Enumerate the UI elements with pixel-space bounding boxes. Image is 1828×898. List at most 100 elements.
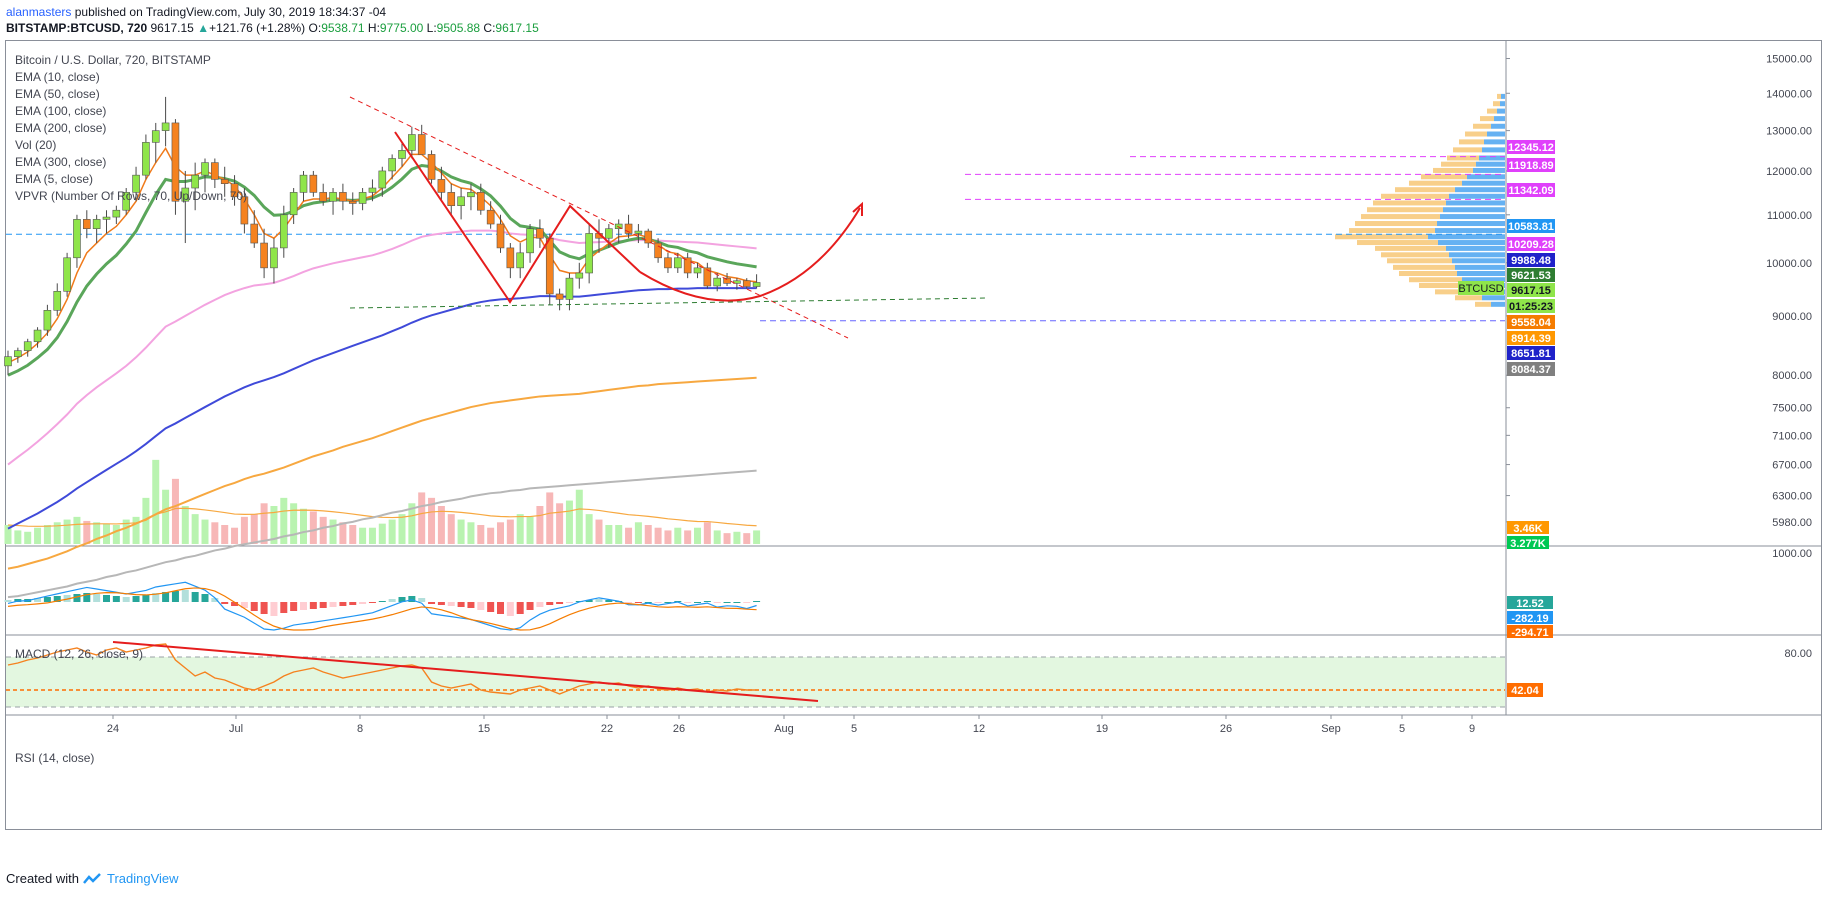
candle-body [142, 142, 150, 176]
macd-histogram-bar [240, 602, 248, 608]
macd-label: -294.71 [1511, 627, 1548, 639]
candle-body [565, 277, 574, 300]
volume-bar [93, 522, 101, 544]
price-label-bg [1507, 268, 1555, 282]
price-label: 8651.81 [1511, 348, 1551, 360]
candle-body [536, 228, 544, 239]
legend-ema200[interactable]: EMA (200, close) [15, 121, 107, 135]
macd-histogram-bar [516, 602, 524, 614]
legend-ema50[interactable]: EMA (50, close) [15, 87, 100, 101]
time-tick-label: 15 [478, 723, 490, 735]
macd-histogram-bar [664, 602, 672, 603]
vpvr-bar-down [1373, 200, 1446, 206]
volume-bar [359, 527, 367, 544]
volume-bar [477, 525, 485, 544]
candle-body [427, 154, 436, 180]
candle-body [211, 162, 219, 180]
volume-bar [319, 516, 327, 544]
macd-histogram-bar [349, 602, 357, 605]
price-label: 8914.39 [1511, 333, 1551, 345]
legend-series-title[interactable]: Bitcoin / U.S. Dollar, 720, BITSTAMP [15, 53, 211, 67]
volume-bar [398, 514, 406, 544]
macd-histogram-bar [605, 600, 613, 602]
footer-brand[interactable]: TradingView [106, 871, 179, 886]
volume-bar [231, 527, 239, 544]
vpvr-bar-down [1409, 277, 1462, 283]
candle-body [378, 170, 387, 189]
vpvr-bar-up [1446, 200, 1505, 206]
support-line [349, 297, 989, 309]
author-link[interactable]: alanmasters [6, 5, 72, 19]
vpvr-bar-down [1395, 187, 1455, 193]
vpvr-bar-up [1500, 101, 1505, 107]
volume-bar [713, 530, 721, 544]
pattern-drawing [394, 131, 641, 304]
candle-body [634, 230, 643, 234]
vpvr-bar-down [1357, 240, 1438, 246]
volume-bar [506, 519, 514, 544]
time-tick-label: 26 [673, 723, 685, 735]
candle-body [250, 223, 259, 244]
price-tick-label: 10000.00 [1766, 258, 1812, 270]
candle-body [723, 277, 731, 284]
candle-body [43, 310, 52, 331]
price-label-bg [1507, 158, 1555, 172]
legend-ema5[interactable]: EMA (5, close) [15, 172, 94, 186]
macd-histogram-bar [703, 601, 711, 602]
symbol-name: BITSTAMP:BTCUSD, 720 [6, 21, 148, 35]
vpvr-bar-up [1501, 93, 1505, 99]
vpvr-bar-down [1475, 301, 1491, 307]
volume-bar [565, 500, 573, 544]
candle-body [33, 329, 42, 343]
price-label: 9617.15 [1511, 285, 1551, 297]
volume-bar [329, 519, 337, 544]
legend-ema10[interactable]: EMA (10, close) [15, 70, 100, 84]
candle-body [132, 174, 140, 193]
volume-bar [270, 506, 278, 544]
volume-bar [309, 511, 317, 544]
candle-body [713, 277, 722, 287]
macd-histogram-bar [585, 600, 593, 602]
macd-histogram-bar [319, 602, 327, 608]
volume-bar [368, 527, 376, 544]
price-label-bg [1507, 253, 1555, 267]
candle-body [240, 196, 249, 225]
volume-bar [625, 527, 633, 544]
macd-histogram-bar [447, 602, 455, 606]
candle-body [151, 130, 160, 143]
volume-bar [497, 522, 504, 544]
volume-bar [703, 522, 711, 544]
price-label: 10583.81 [1508, 221, 1554, 233]
macd-histogram-bar [536, 602, 544, 607]
legend-vpvr[interactable]: VPVR (Number Of Rows, 70, Up/Down, 70) [15, 189, 248, 203]
macd-pane-title[interactable]: MACD (12, 26, close, 9) [15, 647, 144, 661]
volume-bar [536, 506, 544, 544]
vpvr-bar-up [1435, 228, 1505, 234]
price-tick-label: 8000.00 [1772, 370, 1812, 382]
macd-histogram-bar [34, 598, 42, 602]
volume-bar [753, 530, 761, 544]
rsi-pane-title[interactable]: RSI (14, close) [15, 751, 95, 765]
macd-histogram-bar [713, 602, 721, 603]
vpvr-bar-up [1484, 139, 1505, 145]
candle-body [388, 158, 396, 172]
vpvr-bar-down [1409, 180, 1462, 186]
macd-histogram-bar [132, 596, 140, 602]
volume-bar [723, 533, 731, 544]
legend-volume[interactable]: Vol (20) [15, 138, 57, 152]
time-tick-label: 22 [601, 723, 613, 735]
ohlc-close-label: C: [483, 21, 496, 35]
volume-bar [654, 527, 662, 544]
macd-histogram-bar [4, 600, 12, 602]
legend-ema300[interactable]: EMA (300, close) [15, 155, 107, 169]
vpvr-bar-down [1419, 282, 1466, 288]
macd-histogram-bar [418, 598, 426, 602]
candle-body [467, 192, 475, 198]
vpvr-bar-up [1455, 187, 1505, 193]
volume-bar [447, 514, 455, 544]
price-label: 01:25:23 [1509, 301, 1553, 313]
volume-bar [437, 506, 445, 544]
legend-ema100[interactable]: EMA (100, close) [15, 104, 107, 118]
candle-body [161, 122, 170, 131]
